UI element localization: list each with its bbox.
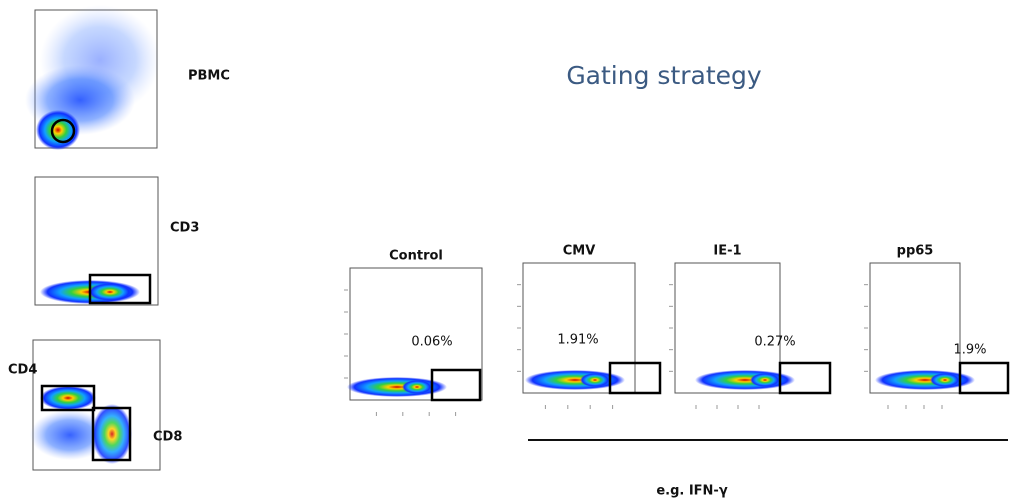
plot-frame [32, 339, 161, 471]
gate [91, 406, 132, 462]
gate-label: CD8 [153, 430, 182, 445]
panels: Control 0.06% CMV 1.91% IE-1 0.27% pp65 1.9% [344, 244, 1010, 416]
scatter-density [88, 283, 132, 301]
pbmc-plot [25, 5, 160, 150]
title: Gating strategy [566, 61, 762, 90]
scatter-density [40, 386, 96, 410]
gate [50, 118, 76, 144]
panel-title: CMV [563, 244, 596, 259]
percent-label: 0.27% [754, 335, 795, 350]
gate-label: CD3 [170, 221, 199, 236]
percent-label: 0.06% [411, 335, 452, 350]
plot-frame [674, 262, 781, 394]
panel-title: pp65 [897, 244, 934, 259]
cd3-plot [34, 176, 159, 306]
gate [88, 273, 152, 305]
cd4-cd8-plot [30, 339, 161, 471]
gate [958, 361, 1010, 395]
scatter-density [580, 373, 610, 387]
gate [430, 368, 482, 402]
gate-label: CD4 [8, 363, 37, 378]
scatter-density [930, 373, 960, 387]
plot-frame [349, 267, 483, 401]
panel-title: IE-1 [713, 244, 741, 259]
gate-label: PBMC [188, 69, 230, 84]
gate [778, 361, 832, 395]
percent-label: 1.9% [953, 343, 986, 358]
scatter-density [750, 373, 780, 387]
gate [608, 361, 662, 395]
axis-label: e.g. IFN-γ [656, 484, 728, 499]
gate [40, 384, 96, 412]
plot-frame [869, 262, 961, 394]
panel-title: Control [389, 249, 443, 264]
plot-frame [34, 176, 159, 306]
percent-label: 1.91% [557, 333, 598, 348]
scatter-cloud [30, 410, 110, 460]
scatter-density [402, 380, 432, 394]
scatter-density [92, 404, 132, 464]
plot-frame [522, 262, 636, 394]
